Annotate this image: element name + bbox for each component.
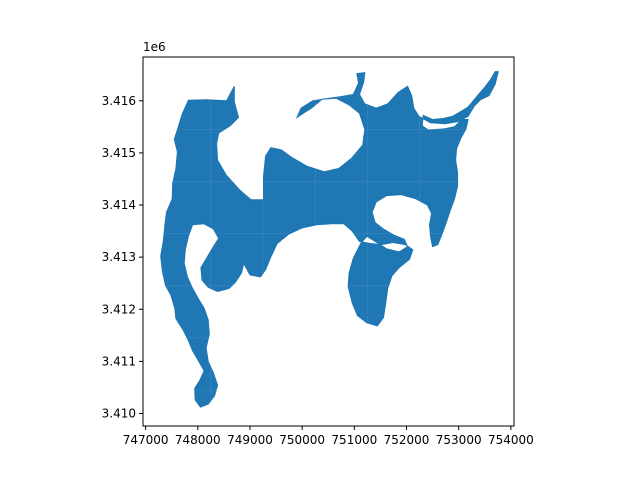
x-tick-label: 750000 bbox=[279, 433, 325, 447]
y-tick-label: 3.413 bbox=[102, 250, 136, 264]
x-tick-label: 753000 bbox=[436, 433, 482, 447]
y-tick-label: 3.412 bbox=[102, 302, 136, 316]
axes-frame bbox=[142, 56, 515, 427]
x-tick-label: 754000 bbox=[488, 433, 534, 447]
x-tick-label: 751000 bbox=[331, 433, 377, 447]
y-tick-label: 3.415 bbox=[102, 146, 136, 160]
x-tick-label: 748000 bbox=[175, 433, 221, 447]
x-tick-label: 749000 bbox=[227, 433, 273, 447]
y-tick-label: 3.410 bbox=[102, 406, 136, 420]
y-axis: 3.410 3.411 3.412 3.413 3.414 3.415 3.416 bbox=[102, 94, 143, 420]
y-tick-label: 3.414 bbox=[102, 198, 136, 212]
y-tick-label: 3.416 bbox=[102, 94, 136, 108]
y-axis-offset-label: 1e6 bbox=[143, 40, 166, 54]
map-region-polygon bbox=[160, 71, 499, 408]
x-tick-label: 747000 bbox=[123, 433, 169, 447]
y-tick-label: 3.411 bbox=[102, 354, 136, 368]
x-axis: 747000 748000 749000 750000 751000 752000 7530… bbox=[123, 426, 534, 447]
x-tick-label: 752000 bbox=[384, 433, 430, 447]
